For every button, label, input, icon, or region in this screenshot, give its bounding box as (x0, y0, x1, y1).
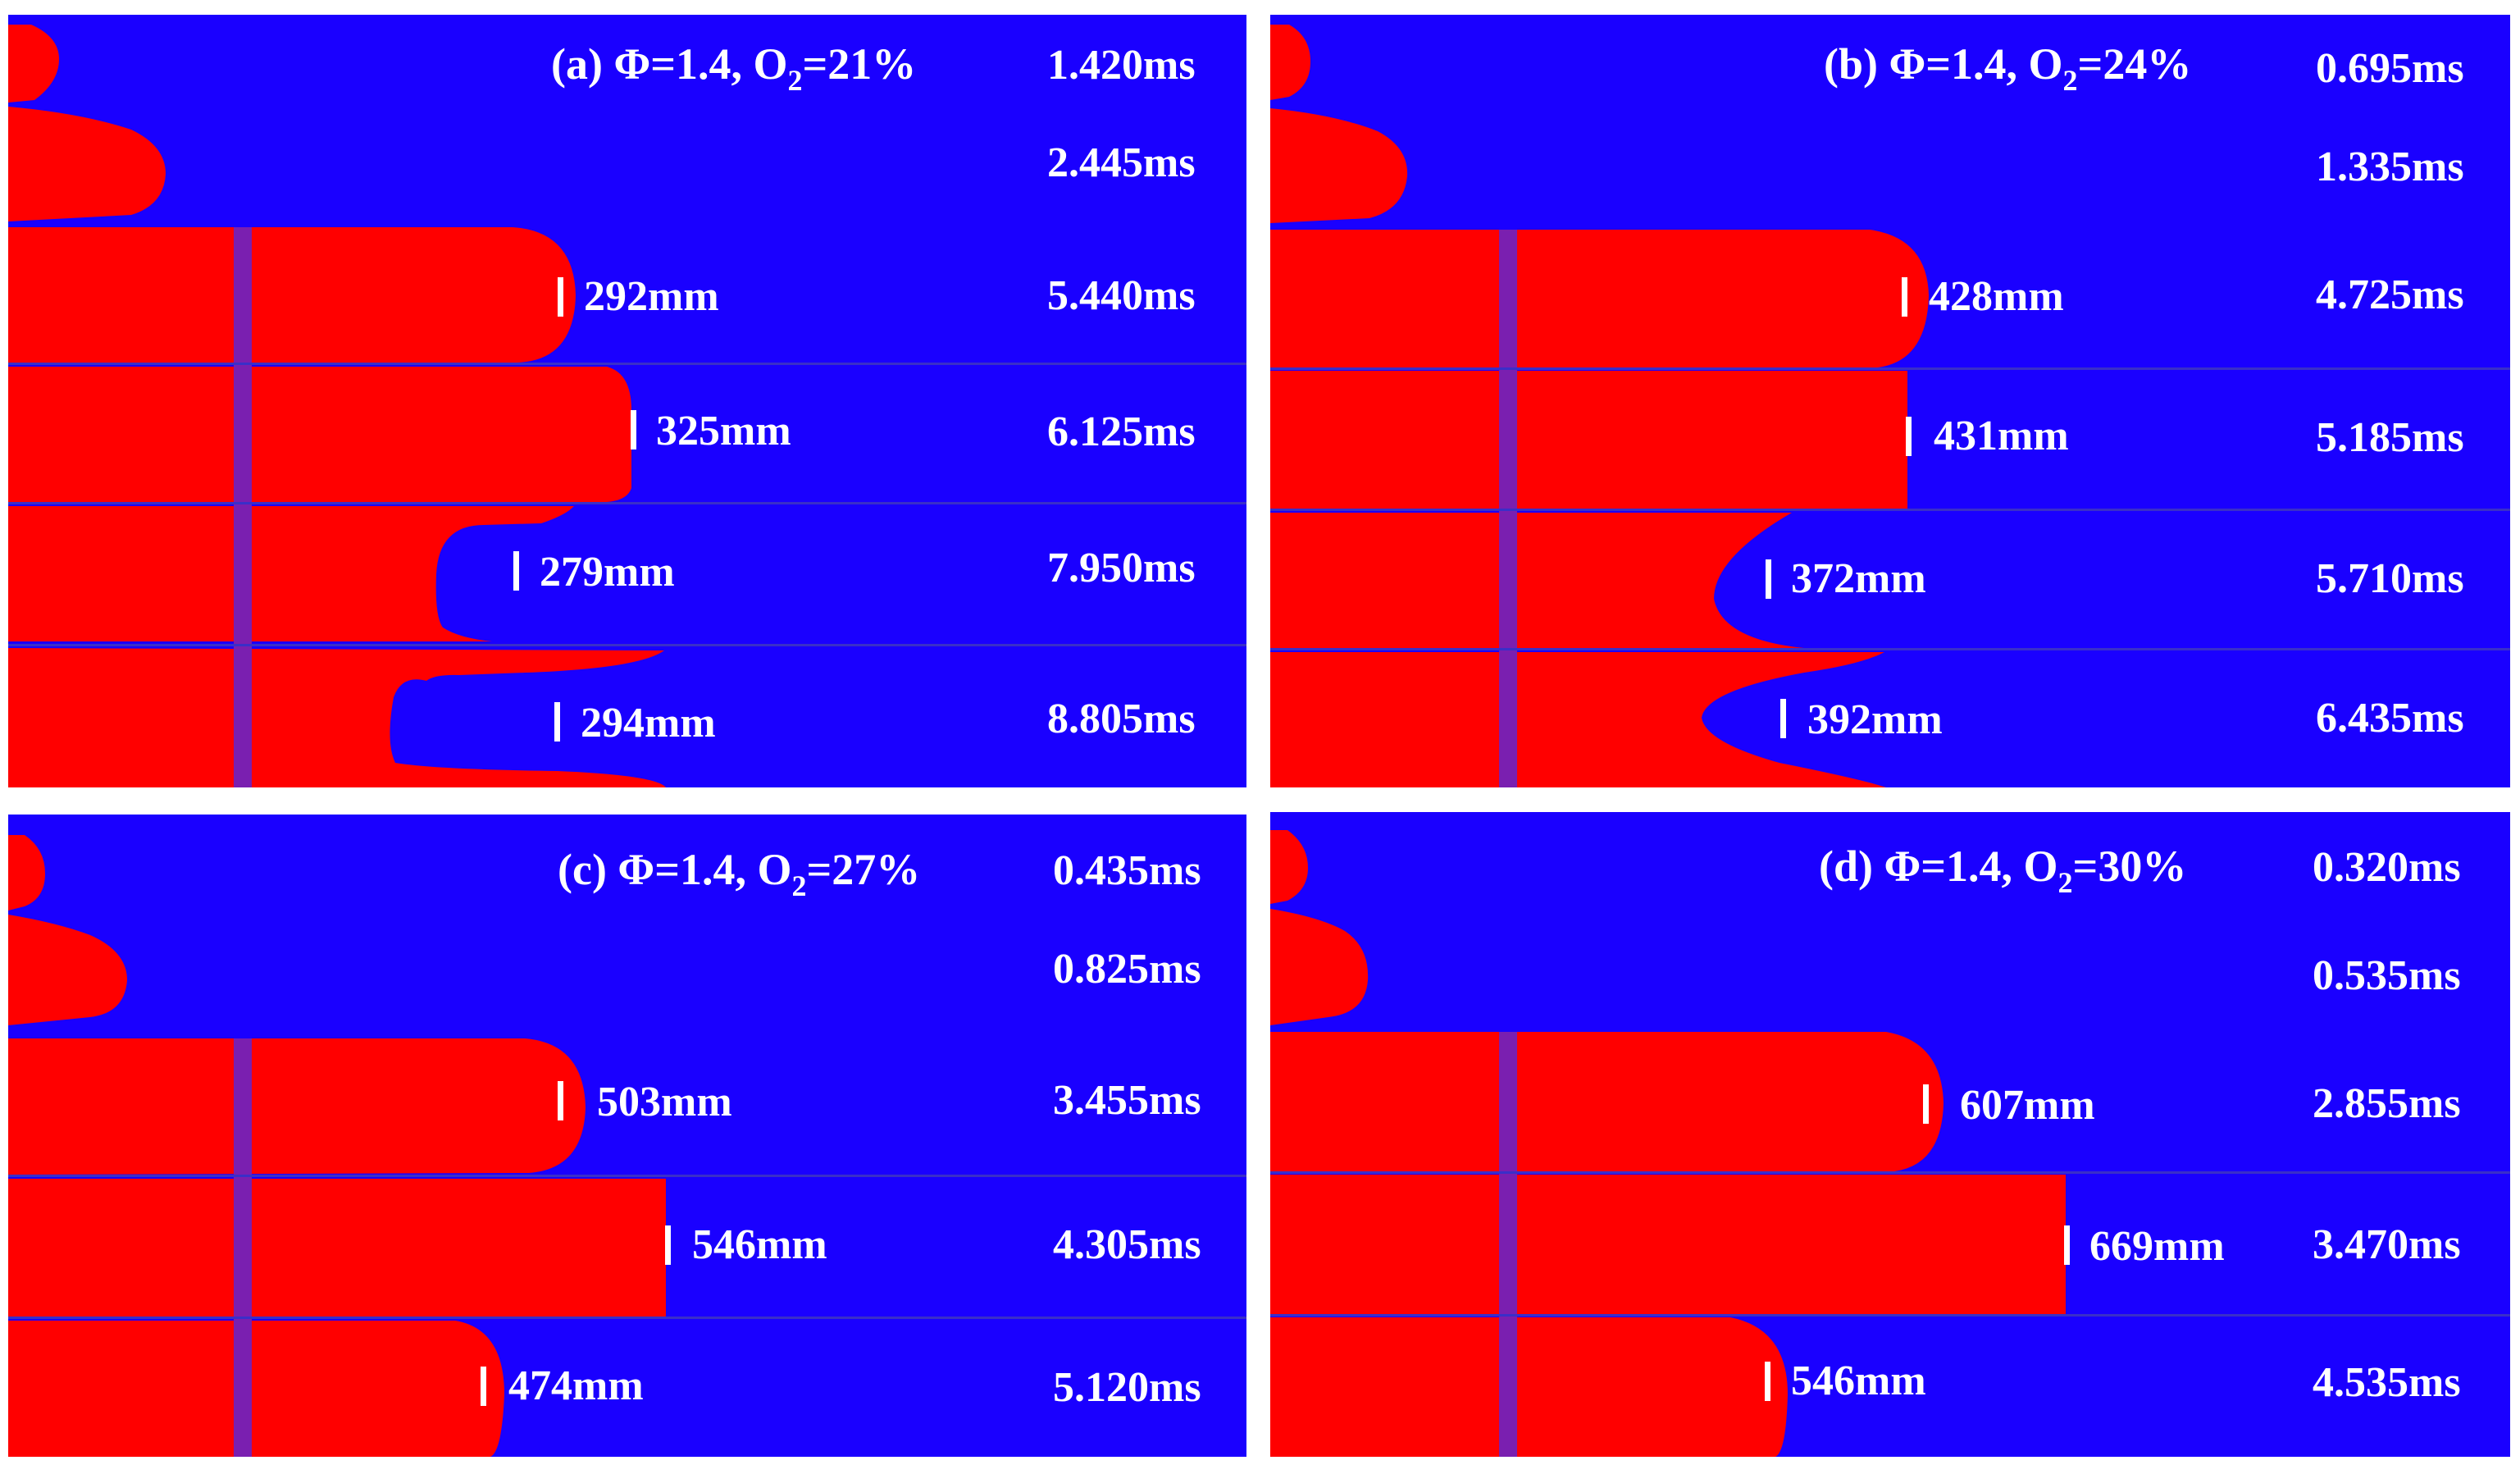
panel-b-time-label: 5.185ms (2316, 414, 2464, 461)
panel-a-row-divider (8, 644, 1246, 646)
panel-b-distance-label: 372mm (1791, 555, 1926, 602)
panel-a-front-marker (513, 551, 519, 591)
panel-c-front-marker (665, 1225, 671, 1265)
panel-b-time-label: 5.710ms (2316, 555, 2464, 602)
panel-d-time-label: 2.855ms (2313, 1080, 2461, 1127)
panel-b-distance-label: 392mm (1807, 696, 1943, 743)
panel-b-time-label: 6.435ms (2316, 695, 2464, 742)
panel-d-flame-1 (1270, 830, 1308, 904)
panel-b-front-marker (1906, 417, 1912, 456)
panel-a-distance-label: 294mm (581, 700, 716, 746)
panel-d-time-label: 4.535ms (2313, 1359, 2461, 1406)
panel-a-row-divider (8, 363, 1246, 365)
panel-d-row-divider (1270, 1314, 2510, 1317)
panel-d: (d) Φ=1.4, O2=30% 0.320ms 0.535ms 2.855m… (1270, 812, 2510, 1457)
panel-c-front-marker (481, 1367, 486, 1406)
panel-b-flame-3 (1270, 230, 1929, 367)
panel-b-flame-5 (1270, 513, 1804, 648)
panel-d-front-marker (2064, 1225, 2070, 1265)
panel-a-distance-label: 325mm (656, 408, 791, 454)
panel-b-title: (b) Φ=1.4, O2=24% (1824, 39, 2191, 97)
panel-b-flame-1 (1270, 25, 1310, 100)
panel-b-row-divider (1270, 367, 2510, 370)
panel-a-front-marker (554, 702, 560, 742)
panel-c-time-label: 0.825ms (1053, 946, 1201, 993)
panel-a-front-marker (558, 277, 563, 317)
panel-d-flame-3 (1270, 1032, 1944, 1171)
panel-d-front-marker (1765, 1362, 1770, 1401)
panel-b-distance-label: 428mm (1929, 273, 2064, 320)
panel-d-distance-label: 546mm (1791, 1358, 1926, 1404)
panel-a-stripe (234, 227, 252, 787)
panel-d-flame-4 (1270, 1175, 2066, 1314)
panel-b-flame-2 (1270, 108, 1408, 223)
panel-c-stripe (234, 1038, 252, 1457)
panel-d-flame-5 (1270, 1317, 1788, 1457)
panel-b-front-marker (1780, 699, 1786, 738)
panel-d-time-label: 0.535ms (2313, 952, 2461, 999)
panel-a-flame-1 (8, 25, 59, 103)
panel-a-row-divider (8, 502, 1246, 504)
panel-b: (b) Φ=1.4, O2=24% 0.695ms 1.335ms 4.725m… (1270, 15, 2510, 787)
panel-a-time-label: 6.125ms (1047, 408, 1196, 455)
panel-c-row-divider (8, 1175, 1246, 1177)
panel-b-distance-label: 431mm (1934, 413, 2069, 459)
panel-d-row-divider (1270, 1171, 2510, 1174)
panel-d-title: (d) Φ=1.4, O2=30% (1819, 842, 2186, 899)
panel-d-distance-label: 669mm (2089, 1223, 2225, 1270)
panel-b-row-divider (1270, 509, 2510, 511)
panel-c-distance-label: 474mm (508, 1362, 644, 1409)
panel-d-flame-2 (1270, 909, 1369, 1025)
panel-b-time-label: 0.695ms (2316, 45, 2464, 92)
panel-a-time-label: 7.950ms (1047, 545, 1196, 591)
panel-b-time-label: 1.335ms (2316, 144, 2464, 190)
panel-c-flame-4 (8, 1179, 666, 1317)
panel-a-front-marker (631, 410, 636, 450)
panel-c-time-label: 3.455ms (1053, 1077, 1201, 1124)
panel-d-stripe (1499, 1032, 1517, 1457)
panel-a-flame-2 (8, 107, 166, 221)
panel-c-distance-label: 503mm (597, 1079, 732, 1125)
panel-c-row-divider (8, 1317, 1246, 1319)
panel-a-time-label: 2.445ms (1047, 139, 1196, 186)
panel-a-time-label: 8.805ms (1047, 696, 1196, 742)
panel-c: (c) Φ=1.4, O2=27% 0.435ms 0.825ms 3.455m… (8, 815, 1246, 1457)
panel-b-time-label: 4.725ms (2316, 272, 2464, 318)
panel-b-flame-4 (1270, 371, 1907, 509)
panel-a-flame-6 (8, 648, 666, 787)
panel-c-time-label: 4.305ms (1053, 1221, 1201, 1268)
panel-b-front-marker (1766, 559, 1771, 599)
panel-a-flame-4 (8, 367, 631, 502)
panel-c-time-label: 0.435ms (1053, 847, 1201, 894)
panel-d-time-label: 0.320ms (2313, 844, 2461, 891)
panel-c-flame-2 (8, 915, 127, 1025)
panel-a: (a) Φ=1.4, O2=21% 1.420ms 2.445ms 5.440m… (8, 15, 1246, 787)
panel-a-flame-3 (8, 227, 576, 363)
panel-c-flame-5 (8, 1321, 504, 1457)
panel-b-flame-6 (1270, 652, 1886, 787)
panel-a-flame-5 (8, 506, 574, 641)
panel-c-time-label: 5.120ms (1053, 1364, 1201, 1411)
panel-a-distance-label: 279mm (540, 549, 675, 596)
panel-a-time-label: 1.420ms (1047, 42, 1196, 89)
panel-c-title: (c) Φ=1.4, O2=27% (558, 845, 920, 902)
panel-c-flame-1 (8, 835, 45, 910)
panel-a-distance-label: 292mm (584, 273, 719, 320)
panel-c-front-marker (558, 1081, 563, 1120)
panel-a-title: (a) Φ=1.4, O2=21% (551, 39, 916, 97)
panel-d-time-label: 3.470ms (2313, 1221, 2461, 1268)
panel-b-front-marker (1902, 277, 1907, 317)
panel-d-front-marker (1923, 1084, 1929, 1124)
panel-a-time-label: 5.440ms (1047, 272, 1196, 319)
panel-c-distance-label: 546mm (692, 1221, 827, 1268)
panel-c-flame-3 (8, 1038, 586, 1175)
panel-d-distance-label: 607mm (1960, 1082, 2095, 1129)
panel-b-row-divider (1270, 648, 2510, 650)
